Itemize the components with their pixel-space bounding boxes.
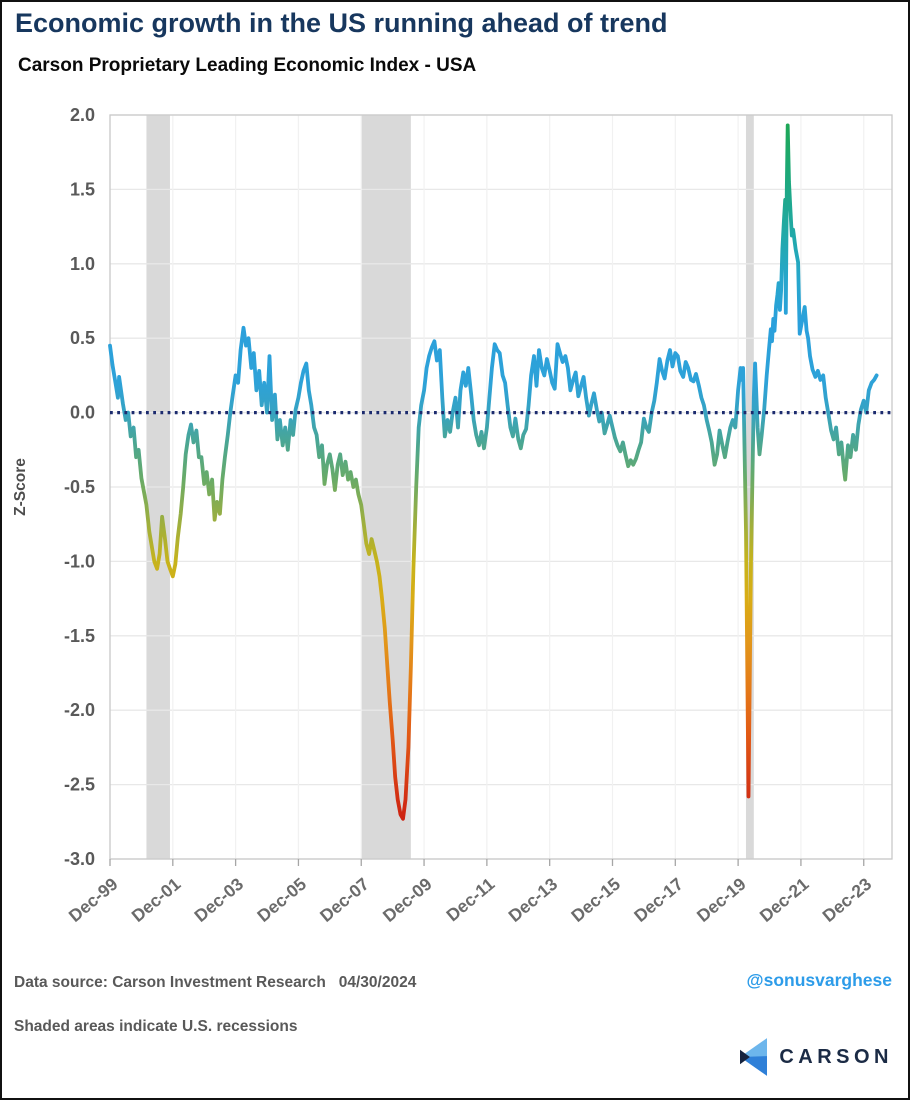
y-tick-label: -0.5 <box>64 477 95 497</box>
logo-bottom-triangle <box>740 1056 768 1076</box>
y-tick-label: 1.5 <box>70 179 95 199</box>
y-tick-label: 0.5 <box>70 328 95 348</box>
x-tick-label: Dec-23 <box>818 874 875 926</box>
carson-logo: CARSON <box>740 1037 893 1077</box>
lei-line <box>108 123 879 821</box>
x-tick-label: Dec-15 <box>567 874 624 926</box>
x-tick-label: Dec-09 <box>379 874 436 926</box>
logo-top-triangle <box>740 1038 768 1058</box>
logo-notch-triangle <box>740 1049 751 1065</box>
x-tick-label: Dec-19 <box>693 874 750 926</box>
x-tick-label: Dec-07 <box>316 874 373 926</box>
carson-logo-icon <box>740 1038 768 1076</box>
twitter-handle-link[interactable]: @sonusvarghese <box>746 970 892 990</box>
x-tick-label: Dec-17 <box>630 874 687 926</box>
y-tick-label: -1.5 <box>64 626 95 646</box>
x-tick-label: Dec-99 <box>65 874 122 926</box>
x-tick-label: Dec-05 <box>253 874 310 926</box>
page-title: Economic growth in the US running ahead … <box>15 8 668 38</box>
x-tick-label: Dec-13 <box>504 874 561 926</box>
x-tick-label: Dec-01 <box>128 874 185 926</box>
x-tick-label: Dec-21 <box>756 874 813 926</box>
y-tick-label: -3.0 <box>64 849 95 869</box>
y-tick-label: 1.0 <box>70 254 95 274</box>
y-axis-title: Z-Score <box>12 458 29 516</box>
y-tick-label: 2.0 <box>70 105 95 125</box>
carson-logo-text: CARSON <box>779 1045 893 1068</box>
data-source-text: Data source: Carson Investment Research … <box>14 974 417 991</box>
y-tick-label: -1.0 <box>64 551 95 571</box>
chart-subtitle: Carson Proprietary Leading Economic Inde… <box>18 55 477 76</box>
lei-chart: 2.0 1.5 1.0 0.5 0.0 -0.5 -1.0 -1.5 -2.0 -2.5 -3.0 D… <box>12 105 893 926</box>
plot-border <box>109 114 893 860</box>
recession-note-text: Shaded areas indicate U.S. recessions <box>14 1018 298 1035</box>
y-tick-label: -2.5 <box>64 775 95 795</box>
x-tick-label: Dec-03 <box>190 874 247 926</box>
y-tick-label: -2.0 <box>64 700 95 720</box>
x-tick-label: Dec-11 <box>442 874 498 926</box>
y-tick-label: 0.0 <box>70 403 95 423</box>
